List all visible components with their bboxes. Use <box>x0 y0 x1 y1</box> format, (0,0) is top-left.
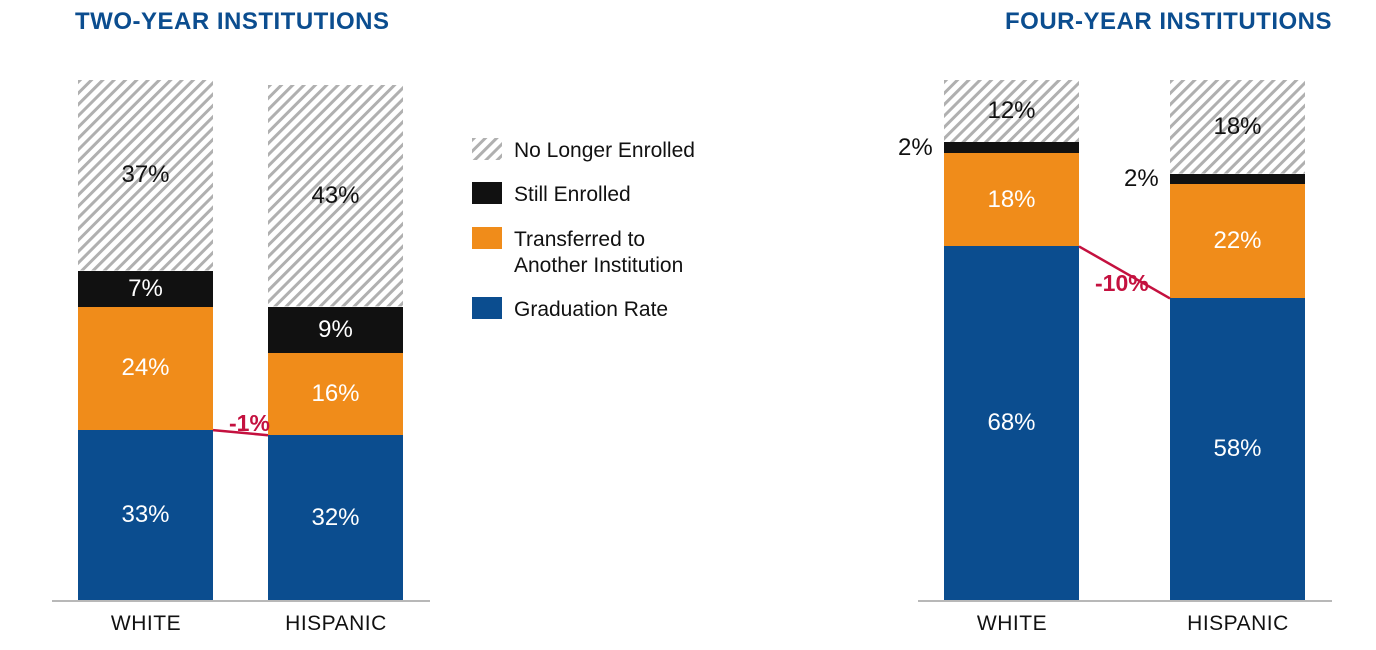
four-year-title: FOUR-YEAR INSTITUTIONS <box>1005 8 1332 36</box>
category-label: HISPANIC <box>1168 612 1308 636</box>
legend-label: Transferred toAnother Institution <box>514 227 683 280</box>
segment-label: 18% <box>987 186 1035 214</box>
segment-no_longer: 18% <box>1170 80 1305 174</box>
segment-still <box>944 142 1079 152</box>
two-year-axis <box>52 600 430 602</box>
segment-still: 7% <box>78 271 213 307</box>
legend-item-still: Still Enrolled <box>472 182 695 208</box>
segment-transfer: 24% <box>78 307 213 431</box>
segment-label: 58% <box>1213 435 1261 463</box>
segment-no_longer: 37% <box>78 80 213 270</box>
segment-label: 18% <box>1213 113 1261 141</box>
segment-label: 37% <box>121 161 169 189</box>
segment-label: 22% <box>1213 227 1261 255</box>
segment-label-outside: 2% <box>898 134 933 162</box>
segment-label: 7% <box>128 275 163 303</box>
four-year-bar-white: 68% 18% 12% <box>944 80 1079 600</box>
segment-transfer: 18% <box>944 153 1079 247</box>
legend-item-no_longer: No Longer Enrolled <box>472 138 695 164</box>
segment-label: 12% <box>987 97 1035 125</box>
segment-label: 24% <box>121 354 169 382</box>
segment-label: 9% <box>318 316 353 344</box>
segment-grad: 68% <box>944 246 1079 600</box>
segment-transfer: 16% <box>268 353 403 435</box>
legend-item-transfer: Transferred toAnother Institution <box>472 227 695 280</box>
two-year-bar-hispanic: 32% 16% 9% 43% <box>268 80 403 600</box>
category-label: HISPANIC <box>266 612 406 636</box>
segment-label: 43% <box>311 182 359 210</box>
segment-grad: 32% <box>268 435 403 600</box>
segment-label: 33% <box>121 501 169 529</box>
legend-label: Still Enrolled <box>514 182 631 208</box>
four-year-axis <box>918 600 1332 602</box>
segment-no_longer: 43% <box>268 85 403 306</box>
legend-label: Graduation Rate <box>514 297 668 323</box>
legend-swatch <box>472 138 502 160</box>
two-year-title: TWO-YEAR INSTITUTIONS <box>75 8 389 36</box>
segment-label-outside: 2% <box>1124 165 1159 193</box>
legend-swatch <box>472 227 502 249</box>
legend-item-grad: Graduation Rate <box>472 297 695 323</box>
legend-swatch <box>472 297 502 319</box>
segment-grad: 33% <box>78 430 213 600</box>
segment-grad: 58% <box>1170 298 1305 600</box>
segment-label: 16% <box>311 380 359 408</box>
legend-label: No Longer Enrolled <box>514 138 695 164</box>
category-label: WHITE <box>76 612 216 636</box>
legend: No Longer Enrolled Still Enrolled Transfer… <box>472 138 695 341</box>
segment-label: 68% <box>987 409 1035 437</box>
four-year-gap-label: -10% <box>1095 270 1149 297</box>
category-label: WHITE <box>942 612 1082 636</box>
segment-no_longer: 12% <box>944 80 1079 142</box>
legend-swatch <box>472 182 502 204</box>
segment-still: 9% <box>268 307 403 353</box>
four-year-bar-hispanic: 58% 22% 18% <box>1170 80 1305 600</box>
segment-label: 32% <box>311 504 359 532</box>
segment-transfer: 22% <box>1170 184 1305 298</box>
two-year-gap-label: -1% <box>229 410 270 437</box>
segment-still <box>1170 174 1305 184</box>
two-year-bar-white: 33% 24% 7% 37% <box>78 80 213 600</box>
